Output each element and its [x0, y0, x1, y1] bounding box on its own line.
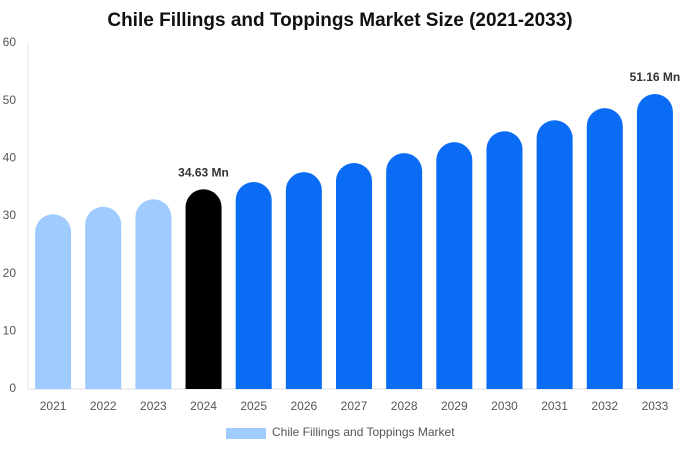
x-tick-label: 2026	[290, 399, 317, 413]
bar	[636, 93, 673, 390]
y-tick-label: 0	[9, 381, 16, 395]
x-tick-label: 2033	[642, 399, 669, 413]
y-tick-label: 40	[3, 151, 17, 165]
x-tick-label: 2030	[491, 399, 518, 413]
x-tick-label: 2028	[391, 399, 418, 413]
y-tick-label: 30	[3, 208, 17, 222]
x-tick-label: 2021	[40, 399, 67, 413]
bar	[486, 131, 523, 390]
data-label: 34.63 Mn	[178, 165, 229, 179]
bar	[386, 153, 423, 389]
x-tick-label: 2025	[240, 399, 267, 413]
bar	[235, 181, 272, 389]
bar	[285, 172, 322, 389]
y-tick-label: 50	[3, 93, 17, 107]
bar	[436, 142, 473, 389]
data-label: 51.16 Mn	[630, 70, 680, 84]
x-tick-label: 2031	[541, 399, 568, 413]
y-tick-label: 60	[3, 35, 17, 49]
x-tick-label: 2027	[341, 399, 368, 413]
y-tick-label: 20	[3, 266, 17, 280]
x-tick-label: 2032	[591, 399, 618, 413]
legend-label: Chile Fillings and Toppings Market	[272, 425, 455, 439]
chart-title: Chile Fillings and Toppings Market Size …	[107, 10, 572, 31]
bar	[536, 120, 573, 390]
legend-swatch	[226, 428, 266, 439]
x-tick-label: 2023	[140, 399, 167, 413]
bar	[85, 206, 122, 389]
x-tick-label: 2029	[441, 399, 468, 413]
x-tick-label: 2024	[190, 399, 217, 413]
bar	[135, 199, 172, 389]
bar	[185, 189, 222, 389]
bar	[586, 108, 623, 389]
x-tick-label: 2022	[90, 399, 117, 413]
y-tick-label: 10	[3, 324, 17, 338]
bar	[336, 162, 372, 389]
bar	[35, 214, 72, 389]
